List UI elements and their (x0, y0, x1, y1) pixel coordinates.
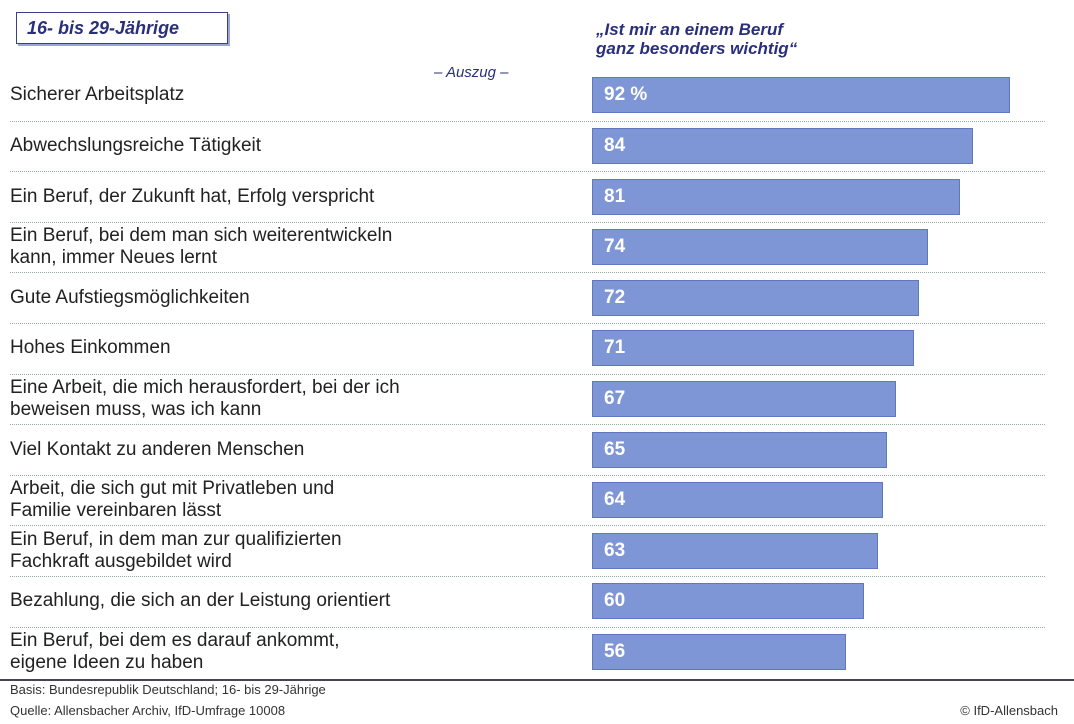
row-separator (10, 323, 1045, 324)
category-label: Bezahlung, die sich an der Leistung orie… (10, 590, 391, 612)
value-label: 81 (604, 185, 626, 207)
category-label: Ein Beruf, in dem man zur qualifizierten… (10, 528, 342, 572)
chart-title: 16- bis 29-Jährige (16, 12, 228, 44)
category-label: Hohes Einkommen (10, 337, 171, 359)
bar (592, 229, 928, 266)
row-separator (10, 576, 1045, 577)
value-label: 64 (604, 489, 626, 511)
value-label: 65 (604, 438, 626, 460)
bar (592, 77, 1010, 114)
bar (592, 330, 915, 367)
base-line (0, 679, 1074, 681)
category-label: Gute Aufstiegsmöglichkeiten (10, 286, 250, 308)
category-label: Arbeit, die sich gut mit Privatleben und… (10, 478, 335, 522)
category-label: Ein Beruf, der Zukunft hat, Erfolg versp… (10, 185, 375, 207)
value-label: 71 (604, 337, 626, 359)
value-label: 56 (604, 640, 626, 662)
value-label: 74 (604, 236, 626, 258)
value-label: 60 (604, 590, 626, 612)
row-separator (10, 474, 1045, 476)
value-label: 67 (604, 387, 626, 409)
row-separator (10, 373, 1045, 375)
category-label: Eine Arbeit, die mich herausfordert, bei… (10, 376, 400, 420)
annotation: – Auszug – (434, 64, 509, 81)
subtitle: „Ist mir an einem Beruf ganz besonders w… (596, 20, 798, 58)
bar (592, 127, 974, 164)
bar (592, 633, 847, 670)
value-label: 84 (604, 134, 626, 156)
category-label: Sicherer Arbeitsplatz (10, 84, 185, 106)
bar (592, 532, 879, 569)
footnote: Basis: Bundesrepublik Deutschland; 16- b… (10, 682, 326, 697)
bar (592, 279, 919, 316)
bar (592, 583, 865, 620)
category-label: Viel Kontakt zu anderen Menschen (10, 438, 305, 460)
value-label: 63 (604, 539, 626, 561)
row-separator (10, 221, 1045, 223)
row-separator (10, 424, 1045, 426)
value-label: 92 % (604, 84, 648, 106)
row-separator (10, 272, 1045, 274)
bar (592, 380, 897, 417)
value-label: 72 (604, 286, 626, 308)
category-label: Ein Beruf, bei dem man sich weiterentwic… (10, 225, 393, 269)
bar (592, 482, 883, 519)
bar (592, 431, 888, 468)
bar (592, 178, 960, 215)
footnote: Quelle: Allensbacher Archiv, IfD-Umfrage… (10, 703, 286, 718)
row-separator (10, 171, 1045, 173)
row-separator (10, 626, 1045, 628)
category-label: Abwechslungsreiche Tätigkeit (10, 134, 262, 156)
copyright: © IfD-Allensbach (960, 703, 1058, 718)
row-separator (10, 120, 1045, 122)
row-separator (10, 525, 1045, 527)
category-label: Ein Beruf, bei dem es darauf ankommt, ei… (10, 629, 340, 673)
